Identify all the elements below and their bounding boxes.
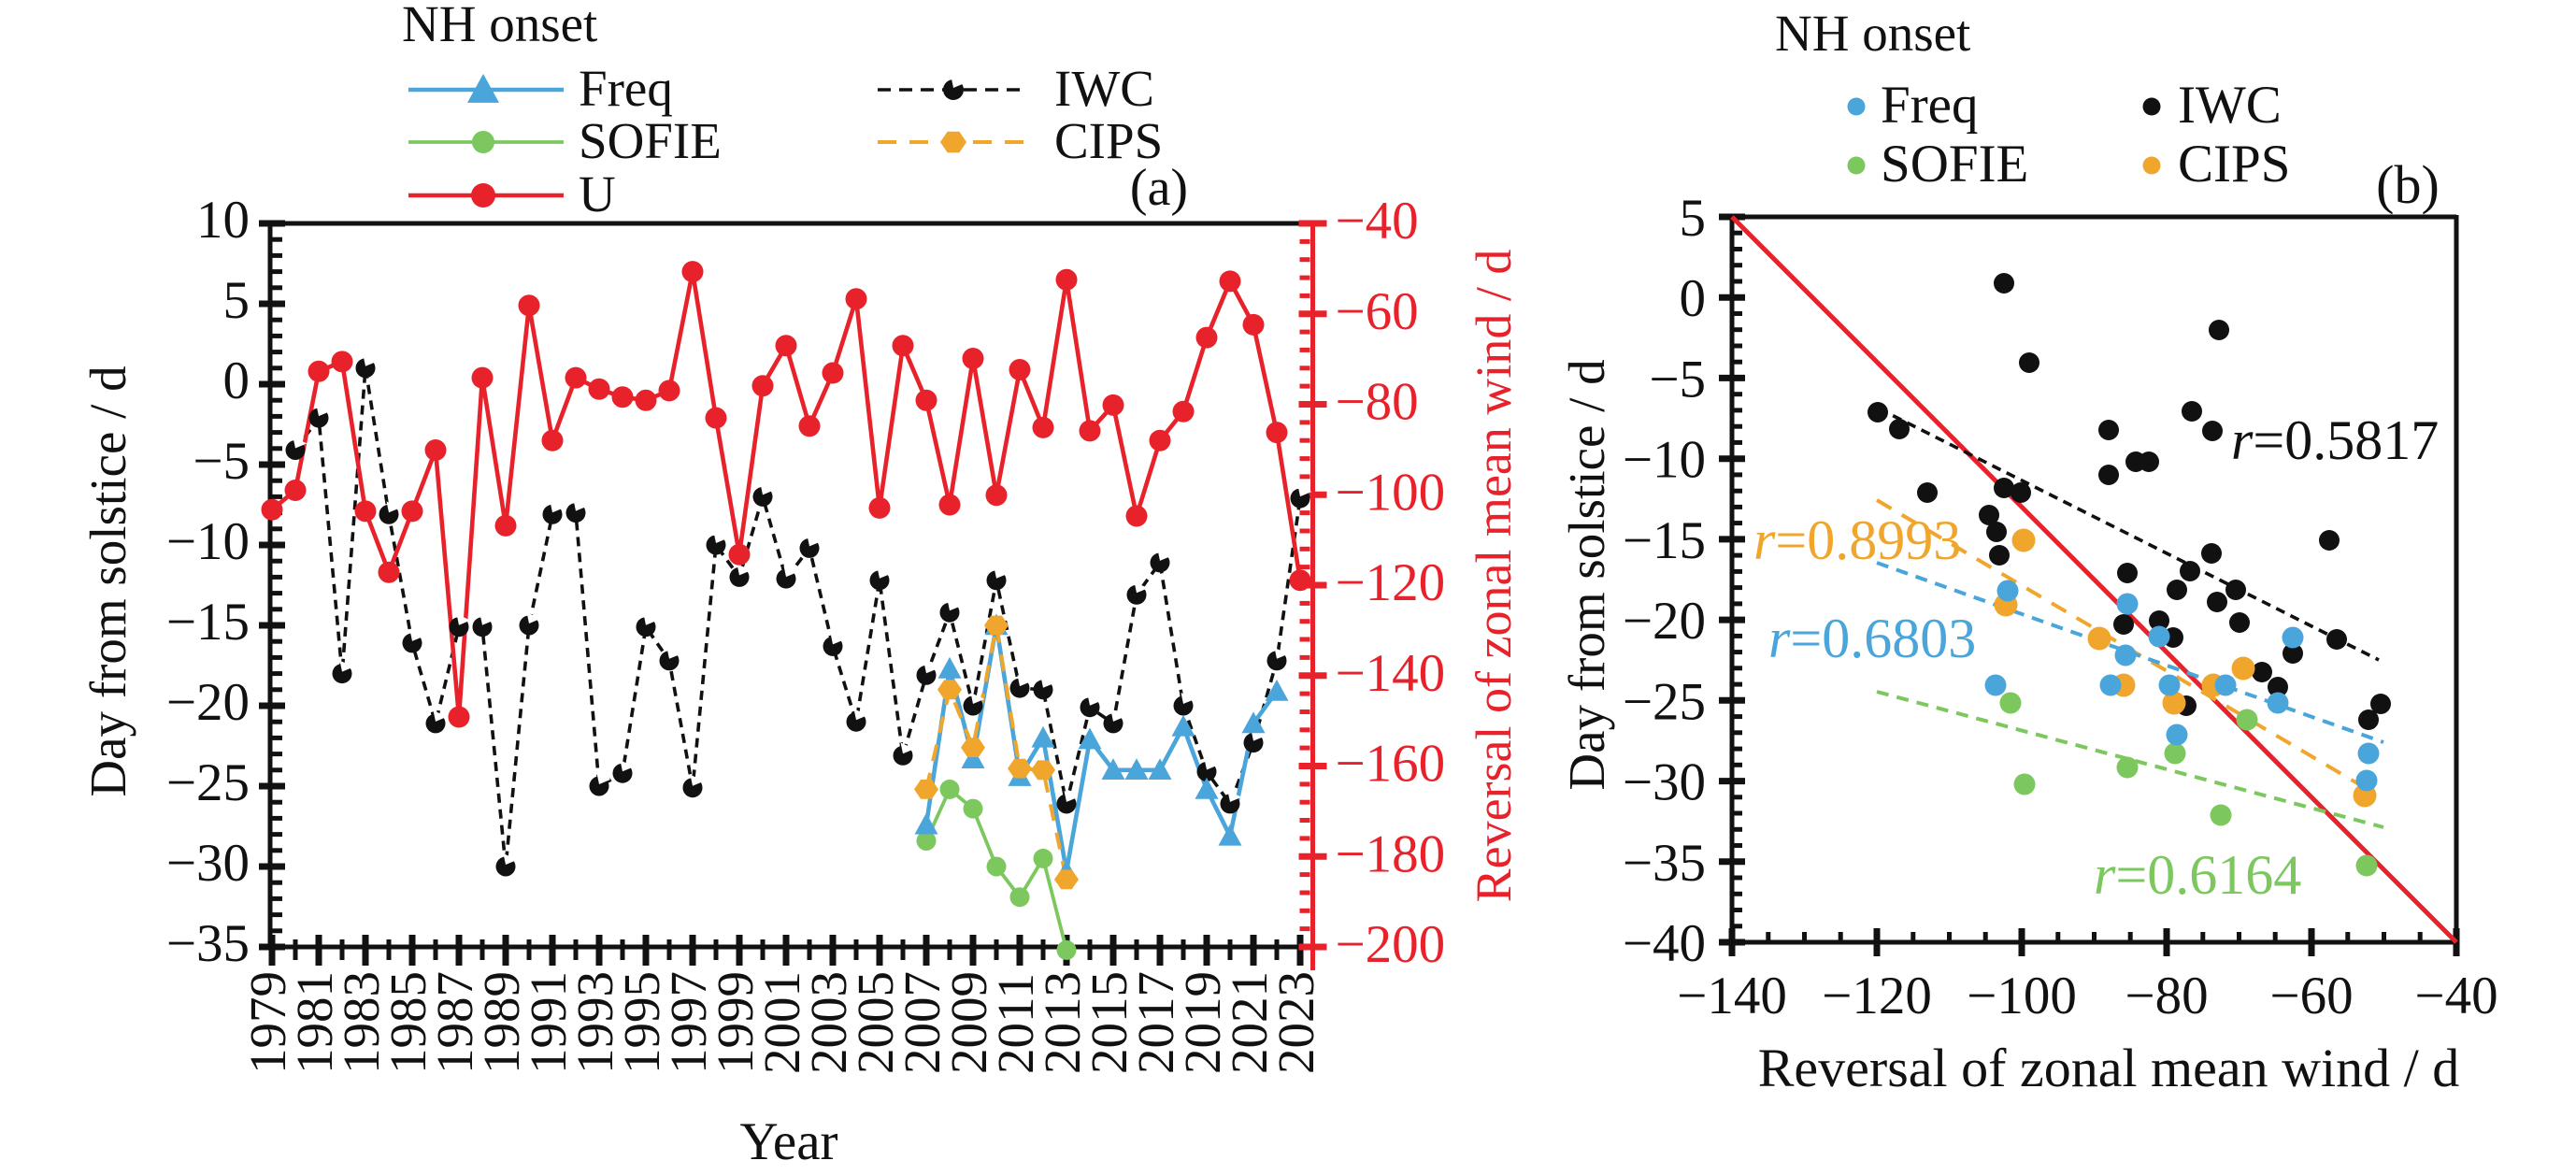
svg-text:2017: 2017: [1127, 971, 1184, 1074]
svg-text:Day from solstice / d: Day from solstice / d: [79, 365, 136, 796]
svg-text:−80: −80: [1336, 373, 1419, 432]
svg-text:0: 0: [223, 351, 250, 410]
svg-text:−20: −20: [1623, 592, 1706, 651]
svg-text:Freq: Freq: [579, 60, 673, 117]
svg-text:2011: 2011: [987, 973, 1044, 1074]
svg-text:CIPS: CIPS: [2178, 135, 2290, 193]
svg-text:−10: −10: [1623, 431, 1706, 490]
svg-text:1985: 1985: [379, 971, 436, 1074]
svg-text:2013: 2013: [1034, 971, 1091, 1074]
svg-text:−140: −140: [1677, 967, 1787, 1025]
svg-text:−15: −15: [166, 593, 250, 652]
svg-text:−120: −120: [1336, 553, 1446, 612]
svg-text:−5: −5: [193, 432, 250, 491]
svg-text:SOFIE: SOFIE: [1881, 135, 2028, 193]
svg-text:−15: −15: [1623, 511, 1706, 570]
svg-text:−140: −140: [1336, 644, 1446, 703]
svg-text:−120: −120: [1822, 967, 1932, 1025]
svg-text:2001: 2001: [753, 971, 810, 1074]
svg-text:Freq: Freq: [1881, 76, 1978, 135]
svg-text:r=0.6803: r=0.6803: [1768, 608, 1976, 669]
svg-text:−60: −60: [2269, 967, 2353, 1025]
svg-text:IWC: IWC: [2178, 76, 2282, 135]
svg-text:(b): (b): [2376, 154, 2440, 215]
svg-text:1987: 1987: [426, 971, 483, 1074]
svg-text:r=0.6164: r=0.6164: [2094, 844, 2301, 906]
svg-text:−60: −60: [1336, 282, 1419, 341]
svg-text:−40: −40: [2414, 967, 2497, 1025]
svg-text:NH onset: NH onset: [1775, 5, 1970, 62]
svg-text:Reversal of zonal mean wind /: Reversal of zonal mean wind / d: [1466, 250, 1522, 903]
svg-text:1981: 1981: [286, 971, 343, 1074]
svg-text:CIPS: CIPS: [1054, 112, 1163, 169]
svg-text:−35: −35: [1623, 834, 1706, 893]
svg-text:1979: 1979: [239, 971, 296, 1074]
svg-text:1997: 1997: [660, 971, 717, 1074]
svg-text:Day from solstice / d: Day from solstice / d: [1558, 359, 1615, 790]
svg-text:2023: 2023: [1267, 971, 1324, 1074]
svg-text:2009: 2009: [940, 971, 997, 1074]
svg-text:2015: 2015: [1080, 971, 1138, 1074]
svg-text:Year: Year: [739, 1112, 837, 1170]
svg-text:−80: −80: [2125, 967, 2208, 1025]
svg-text:−40: −40: [1336, 192, 1419, 251]
svg-text:2021: 2021: [1221, 971, 1278, 1074]
svg-text:1983: 1983: [333, 971, 390, 1074]
svg-text:−5: −5: [1649, 350, 1706, 408]
svg-text:−30: −30: [166, 834, 250, 893]
svg-text:Reversal of zonal mean wind /: Reversal of zonal mean wind / d: [1758, 1038, 2460, 1098]
svg-text:−10: −10: [166, 512, 250, 571]
svg-text:1991: 1991: [520, 971, 577, 1074]
svg-text:1993: 1993: [566, 971, 623, 1074]
svg-text:NH onset: NH onset: [402, 0, 597, 52]
svg-text:SOFIE: SOFIE: [579, 112, 722, 169]
svg-text:IWC: IWC: [1054, 60, 1154, 117]
svg-text:r=0.5817: r=0.5817: [2231, 409, 2439, 471]
svg-text:−25: −25: [1623, 672, 1706, 731]
svg-text:0: 0: [1680, 269, 1707, 328]
svg-text:−30: −30: [1623, 753, 1706, 812]
svg-text:5: 5: [1680, 189, 1707, 248]
svg-text:−160: −160: [1336, 735, 1446, 794]
svg-text:1995: 1995: [613, 971, 670, 1074]
svg-text:−100: −100: [1336, 463, 1446, 522]
svg-text:1989: 1989: [473, 971, 530, 1074]
svg-text:U: U: [579, 165, 616, 222]
svg-text:(a): (a): [1130, 159, 1188, 217]
svg-text:−180: −180: [1336, 824, 1446, 883]
svg-text:2005: 2005: [847, 971, 904, 1074]
svg-text:−20: −20: [166, 673, 250, 732]
svg-text:5: 5: [223, 271, 250, 330]
svg-text:−40: −40: [1623, 914, 1706, 973]
svg-text:−100: −100: [1967, 967, 2077, 1025]
svg-text:r=0.8993: r=0.8993: [1753, 509, 1961, 571]
svg-text:2019: 2019: [1174, 971, 1231, 1074]
svg-text:−35: −35: [166, 914, 250, 973]
svg-text:1999: 1999: [707, 971, 764, 1074]
svg-text:10: 10: [196, 191, 250, 250]
svg-text:−200: −200: [1336, 915, 1446, 974]
svg-text:2003: 2003: [800, 971, 857, 1074]
svg-text:2007: 2007: [894, 971, 951, 1074]
svg-text:−25: −25: [166, 753, 250, 812]
